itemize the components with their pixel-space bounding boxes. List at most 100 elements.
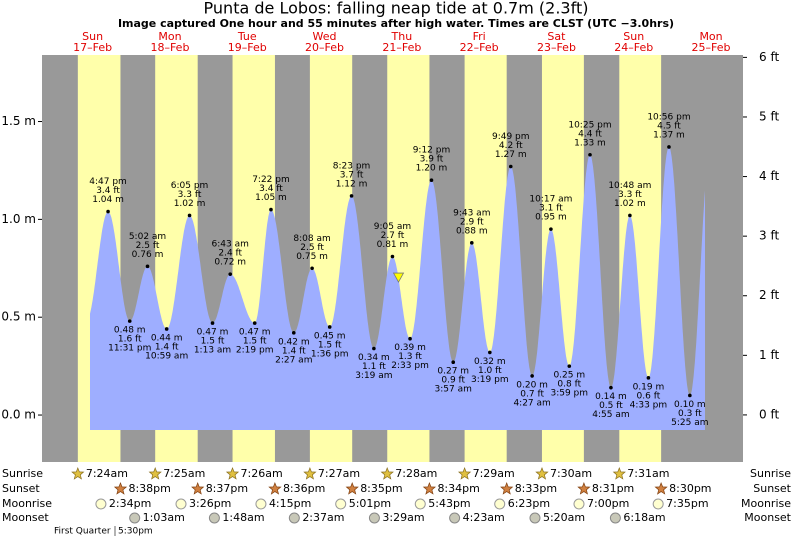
- moonset-time: 4:23am: [463, 511, 505, 524]
- extreme-label: 0.14 m: [595, 392, 627, 402]
- row-label: Moonrise: [741, 497, 791, 510]
- extreme-label: 2.5 ft: [300, 243, 324, 253]
- sunrise-time: 7:25am: [163, 467, 205, 480]
- extreme-label: 8:08 am: [293, 234, 330, 244]
- water-area: [90, 147, 705, 430]
- sunrise-icon: [612, 467, 626, 480]
- extreme-label: 3.9 ft: [420, 155, 444, 165]
- extreme-label: 0.44 m: [151, 333, 183, 343]
- extreme-label: 10:25 pm: [568, 120, 611, 130]
- extreme-label: 10:17 am: [529, 195, 572, 205]
- extreme-label: 4:33 pm: [630, 400, 668, 410]
- extreme-point: [488, 350, 492, 355]
- y-tick-label: 0.5 m: [1, 310, 36, 324]
- extreme-label: 2.9 ft: [460, 217, 484, 227]
- extreme-label: 3:19 am: [355, 371, 392, 381]
- extreme-point: [349, 194, 354, 198]
- extreme-label: 0.7 ft: [520, 389, 544, 399]
- extreme-label: 1.5 ft: [243, 337, 267, 347]
- moonset-time: 5:20am: [543, 511, 585, 524]
- extreme-label: 6:05 pm: [171, 181, 209, 191]
- moonset-time: 6:18am: [623, 511, 665, 524]
- extreme-label: 3:57 am: [435, 385, 472, 395]
- moonrise-icon: [414, 498, 426, 510]
- sunrise-icon: [457, 467, 472, 480]
- day-weekday: Thu: [391, 30, 413, 43]
- extreme-label: 0.5 ft: [599, 401, 623, 411]
- extreme-point: [469, 241, 474, 245]
- y-tick-label: 0.0 m: [1, 408, 36, 422]
- day-weekday: Wed: [313, 30, 337, 43]
- day-weekday: Mon: [699, 30, 722, 43]
- extreme-label: 6:43 am: [212, 240, 249, 250]
- extreme-label: 3:19 pm: [471, 375, 509, 385]
- extreme-label: 0.72 m: [214, 258, 246, 268]
- day-date: 23–Feb: [537, 41, 576, 54]
- row-label: Sunset: [2, 482, 40, 495]
- sunrise-time: 7:27am: [318, 467, 360, 480]
- extreme-point: [164, 327, 169, 331]
- sunset-time: 8:37pm: [206, 482, 248, 495]
- extreme-label: 4.2 ft: [499, 141, 523, 151]
- extreme-point: [549, 227, 553, 231]
- extreme-label: 9:12 pm: [413, 146, 451, 156]
- extreme-label: 0.9 ft: [441, 376, 465, 386]
- day-weekday: Sat: [547, 30, 566, 43]
- sunrise-icon: [225, 467, 240, 480]
- extreme-label: 1.02 m: [174, 199, 206, 209]
- extreme-label: 1.37 m: [653, 130, 685, 140]
- sunrise-time: 7:24am: [86, 467, 128, 480]
- extreme-label: 8:23 pm: [333, 161, 371, 171]
- chart-subtitle: Image captured One hour and 55 minutes a…: [118, 17, 674, 30]
- extreme-point: [588, 152, 592, 157]
- extreme-label: 1.6 ft: [118, 335, 142, 345]
- day-weekday: Sun: [82, 30, 103, 43]
- day-date: 20–Feb: [305, 41, 344, 54]
- moonset-time: 1:48am: [222, 511, 264, 524]
- extreme-label: 9:05 am: [374, 222, 411, 232]
- extreme-point: [228, 272, 233, 276]
- extreme-label: 0.3 ft: [678, 409, 702, 419]
- extreme-label: 2.4 ft: [218, 249, 242, 259]
- extreme-label: 10:48 am: [608, 181, 651, 191]
- extreme-point: [667, 145, 671, 149]
- extreme-label: 0.42 m: [278, 337, 310, 347]
- sunset-time: 8:35pm: [360, 482, 402, 495]
- extreme-label: 3.3 ft: [618, 190, 642, 200]
- sunrise-icon: [380, 467, 394, 480]
- extreme-label: 1:13 am: [194, 346, 231, 356]
- extreme-point: [127, 319, 132, 323]
- sunset-time: 8:31pm: [592, 482, 634, 495]
- sunset-time: 8:36pm: [283, 482, 325, 495]
- extreme-label: 0.25 m: [553, 371, 585, 381]
- extreme-point: [269, 207, 273, 212]
- moonrise-icon: [255, 498, 267, 510]
- y2-tick-label: 3 ft: [759, 229, 779, 243]
- moonrise-icon: [652, 498, 664, 510]
- moonrise-time: 4:15pm: [269, 497, 311, 510]
- extreme-label: 0.32 m: [474, 357, 506, 367]
- row-label: Moonset: [2, 511, 49, 524]
- sunrise-icon: [71, 467, 85, 480]
- sunset-time: 8:33pm: [515, 482, 557, 495]
- extreme-point: [145, 264, 150, 269]
- extreme-label: 1:36 pm: [311, 349, 349, 359]
- extreme-label: 3.7 ft: [340, 170, 364, 180]
- sunset-icon: [654, 482, 668, 495]
- day-weekday: Tue: [237, 30, 257, 43]
- moonrise-time: 6:23pm: [508, 497, 550, 510]
- day-date: 19–Feb: [228, 41, 267, 54]
- extreme-label: 4:27 am: [513, 398, 550, 408]
- extreme-point: [688, 393, 692, 398]
- day-date: 18–Feb: [150, 41, 189, 54]
- extreme-point: [291, 331, 296, 335]
- extreme-label: 2:27 am: [275, 355, 312, 365]
- sunset-icon: [191, 482, 205, 495]
- plot: Sun17–FebMon18–FebTue19–FebWed20–FebThu2…: [1, 30, 791, 537]
- moonrise-icon: [573, 498, 585, 510]
- day-weekday: Sun: [623, 30, 644, 43]
- extreme-label: 1.4 ft: [155, 342, 179, 352]
- extreme-label: 0.48 m: [114, 326, 146, 336]
- extreme-point: [567, 364, 572, 368]
